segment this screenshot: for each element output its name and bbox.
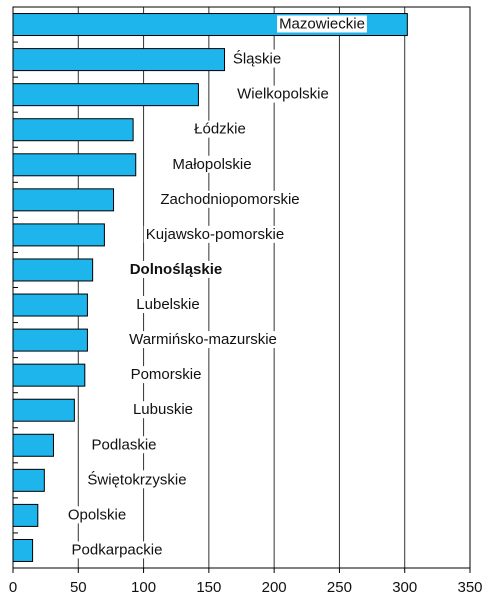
label-background — [143, 225, 287, 243]
x-tick-label: 100 — [131, 579, 156, 596]
bar — [12, 363, 86, 387]
label-background — [277, 15, 367, 33]
bar — [12, 83, 199, 107]
x-tick-label: 250 — [327, 579, 352, 596]
plot-frame — [12, 6, 471, 569]
bar — [12, 433, 54, 457]
label-background — [130, 401, 196, 419]
x-tick-label: 0 — [9, 579, 17, 596]
label-background — [85, 470, 189, 489]
category-label: Warmińsko-mazurskie — [129, 331, 277, 348]
category-label: Kujawsko-pomorskie — [146, 226, 284, 243]
bar — [12, 48, 226, 72]
bar — [12, 188, 115, 212]
bar — [12, 398, 75, 422]
bar — [12, 293, 88, 317]
category-label: Świętokrzyskie — [87, 470, 186, 488]
label-background — [89, 436, 159, 454]
x-tick-label: 350 — [457, 579, 482, 596]
category-label: Podkarpackie — [72, 541, 163, 558]
label-background — [230, 49, 284, 68]
label-background — [134, 296, 202, 313]
label-background — [235, 85, 331, 103]
label-background — [192, 120, 248, 138]
label-background — [69, 541, 165, 559]
category-label: Łódzkie — [194, 121, 246, 138]
category-label: Zachodniopomorskie — [160, 191, 299, 208]
label-background — [127, 331, 279, 349]
bar — [12, 118, 134, 142]
category-label: Dolnośląskie — [130, 261, 223, 278]
bar — [12, 538, 34, 562]
label-background — [170, 155, 254, 173]
bar — [12, 503, 39, 527]
bar — [12, 328, 88, 352]
x-tick-label: 200 — [262, 579, 287, 596]
x-tick-label: 150 — [196, 579, 221, 596]
category-label: Śląskie — [233, 50, 281, 68]
label-background — [65, 506, 129, 524]
bar — [12, 468, 45, 492]
category-label: Opolskie — [68, 506, 126, 523]
bar — [12, 258, 94, 282]
category-label: Wielkopolskie — [237, 86, 329, 103]
label-background — [127, 260, 225, 278]
x-tick-label: 300 — [392, 579, 417, 596]
category-label: Podlaskie — [91, 436, 156, 453]
category-label: Lubuskie — [133, 401, 193, 418]
category-label: Małopolskie — [172, 156, 251, 173]
x-tick-label: 50 — [70, 579, 87, 596]
category-label: Pomorskie — [131, 366, 202, 383]
bar — [12, 153, 137, 177]
bar — [12, 223, 105, 247]
label-background — [158, 190, 302, 208]
category-label: Mazowieckie — [279, 16, 365, 33]
label-background — [128, 366, 204, 384]
category-label: Lubelskie — [136, 296, 199, 313]
